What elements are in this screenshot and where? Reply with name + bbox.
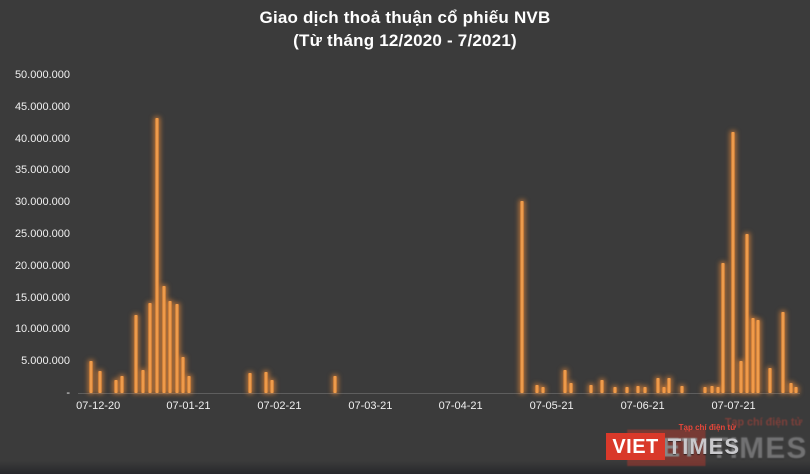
volume-bar (140, 370, 145, 393)
y-axis-tick-label: 15.000.000 (14, 291, 70, 304)
volume-bar (154, 117, 159, 393)
volume-bar (270, 380, 275, 393)
y-axis-tick-label: 20.000.000 (14, 259, 70, 272)
volume-bar (789, 382, 794, 393)
chart-subtitle: (Từ tháng 12/2020 - 7/2021) (293, 31, 517, 50)
volume-bar (667, 377, 672, 393)
volume-bar (767, 367, 772, 393)
x-axis-tick-label: 07-12-20 (76, 400, 121, 412)
volume-bar (120, 376, 125, 393)
volume-bar (148, 302, 153, 393)
bottom-gradient-strip (0, 461, 810, 474)
x-axis-tick-label: 07-06-21 (620, 400, 665, 412)
volume-bar (636, 386, 641, 393)
volume-bar (661, 386, 666, 393)
volume-bar (98, 370, 103, 393)
volume-bar (655, 378, 660, 393)
volume-bar (168, 300, 173, 393)
viettimes-logo: Tạp chí điện tử VIET TIMES (606, 423, 740, 460)
viettimes-logo-times: TIMES (667, 433, 740, 459)
viettimes-tagline: Tạp chí điện tử (678, 423, 736, 432)
volume-bar (133, 315, 138, 393)
volume-bar (730, 132, 735, 393)
viettimes-logo-times: TIMES (710, 430, 808, 464)
y-axis-tick-label: 40.000.000 (14, 132, 70, 145)
volume-bar (588, 384, 593, 393)
viettimes-logo-viet: VIET (606, 433, 665, 460)
x-axis-tick-label: 07-01-21 (166, 400, 211, 412)
y-axis-tick-label: 45.000.000 (14, 100, 70, 113)
volume-bar (520, 200, 525, 393)
volume-bar (709, 386, 714, 393)
viettimes-tagline: Tạp chí điện tử (725, 416, 803, 429)
y-axis-tick-label: 35.000.000 (14, 164, 70, 177)
volume-bar (333, 376, 338, 393)
volume-bar (264, 372, 269, 393)
volume-bar (738, 361, 743, 393)
volume-bar (535, 384, 540, 393)
volume-bar (751, 317, 756, 393)
x-axis-tick-label: 07-07-21 (711, 400, 756, 412)
volume-bar (613, 387, 618, 393)
volume-bar (643, 387, 648, 393)
y-axis-tick-label: 25.000.000 (14, 228, 70, 240)
chart-title: Giao dịch thoả thuận cổ phiếu NVB (259, 8, 551, 27)
volume-bar (540, 386, 545, 393)
volume-bar (569, 382, 574, 393)
plot-area (78, 75, 800, 394)
volume-bar (180, 357, 185, 393)
volume-bar (744, 234, 749, 393)
volume-bar (88, 361, 93, 393)
x-axis-tick-label: 07-05-21 (529, 400, 574, 412)
x-axis-tick-label: 07-02-21 (257, 400, 302, 412)
x-axis-tick-label: 07-03-21 (348, 400, 393, 412)
volume-bar (174, 303, 179, 393)
y-axis-tick-label: 30.000.000 (14, 196, 70, 209)
volume-bar (247, 372, 252, 393)
volume-bar (679, 386, 684, 393)
y-axis-tick-label: 10.000.000 (14, 323, 70, 336)
y-axis-tick-label: 5.000.000 (21, 355, 70, 368)
volume-bar (563, 370, 568, 393)
volume-bar (702, 387, 707, 393)
y-axis-tick-label: 50.000.000 (14, 69, 70, 81)
volume-bar (625, 387, 630, 393)
volume-bar (161, 286, 166, 393)
volume-bar (721, 262, 726, 393)
volume-bar (793, 386, 798, 393)
volume-bar (756, 319, 761, 393)
volume-bar (600, 380, 605, 393)
volume-bar (114, 380, 119, 393)
y-axis-tick-label: - (66, 387, 70, 399)
volume-bar (780, 311, 785, 393)
x-axis-tick-label: 07-04-21 (438, 400, 483, 412)
volume-bar (715, 386, 720, 393)
volume-bar (187, 376, 192, 393)
